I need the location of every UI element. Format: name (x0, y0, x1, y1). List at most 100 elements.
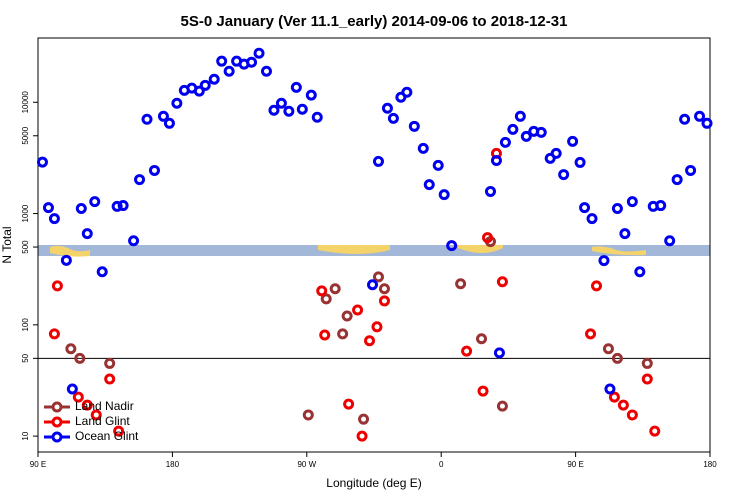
point (75, 203, 87, 215)
point (455, 278, 467, 290)
point (401, 86, 413, 98)
y-tick-label: 10000 (21, 91, 30, 114)
point (104, 373, 116, 385)
point (499, 136, 511, 148)
point (567, 135, 579, 147)
point (223, 65, 235, 77)
point (157, 110, 169, 122)
x-tick-label: 180 (703, 460, 717, 469)
legend-marker (51, 431, 63, 443)
point (96, 266, 108, 278)
point (585, 328, 597, 340)
point (148, 164, 160, 176)
point (550, 147, 562, 159)
point (438, 189, 450, 201)
point (496, 400, 508, 412)
point (598, 255, 610, 267)
point (90, 409, 102, 421)
x-tick-label: 180 (166, 460, 180, 469)
y-axis-label: N Total (0, 226, 14, 263)
point (655, 200, 667, 212)
legend-label: Land Glint (75, 414, 130, 428)
point (461, 345, 473, 357)
y-tick-label: 10 (21, 431, 30, 440)
point (477, 385, 489, 397)
legend-marker (51, 401, 63, 413)
point (329, 283, 341, 295)
point (364, 335, 376, 347)
point (358, 413, 370, 425)
point (558, 169, 570, 181)
point (626, 409, 638, 421)
point (341, 310, 353, 322)
point (535, 126, 547, 138)
point (113, 425, 125, 437)
point (671, 174, 683, 186)
point (372, 271, 384, 283)
land-mask-strip (38, 245, 710, 257)
point (290, 81, 302, 93)
point (611, 352, 623, 364)
point (611, 203, 623, 215)
point (66, 383, 78, 395)
point (381, 102, 393, 114)
point (490, 154, 502, 166)
point (283, 105, 295, 117)
point (311, 111, 323, 123)
point (36, 156, 48, 168)
point (74, 352, 86, 364)
point (48, 328, 60, 340)
point (446, 240, 458, 252)
point (199, 79, 211, 91)
point (81, 399, 93, 411)
point (134, 174, 146, 186)
point (514, 110, 526, 122)
point (208, 73, 220, 85)
y-tick-label: 1000 (21, 204, 30, 222)
point (574, 156, 586, 168)
point (141, 113, 153, 125)
point (694, 110, 706, 122)
point (619, 228, 631, 240)
point (352, 304, 364, 316)
point (520, 130, 532, 142)
point (481, 232, 493, 244)
point (496, 276, 508, 288)
point (378, 283, 390, 295)
point (664, 235, 676, 247)
point (260, 65, 272, 77)
point (104, 357, 116, 369)
point (626, 196, 638, 208)
point (372, 155, 384, 167)
point (320, 293, 332, 305)
point (216, 55, 228, 67)
point (117, 200, 129, 212)
point (275, 97, 287, 109)
point (337, 328, 349, 340)
point (649, 425, 661, 437)
point (246, 56, 258, 68)
point (81, 228, 93, 240)
point (343, 398, 355, 410)
point (65, 343, 77, 355)
point (579, 202, 591, 214)
point (302, 409, 314, 421)
point (171, 97, 183, 109)
point (408, 120, 420, 132)
point (476, 333, 488, 345)
point (253, 47, 265, 59)
point (48, 213, 60, 225)
point (685, 164, 697, 176)
point (641, 357, 653, 369)
point (617, 399, 629, 411)
point (679, 113, 691, 125)
point (356, 430, 368, 442)
point (193, 85, 205, 97)
point (608, 391, 620, 403)
x-tick-label: 0 (439, 460, 444, 469)
point (367, 279, 379, 291)
point (378, 295, 390, 307)
point (163, 117, 175, 129)
point (305, 89, 317, 101)
point (507, 123, 519, 135)
